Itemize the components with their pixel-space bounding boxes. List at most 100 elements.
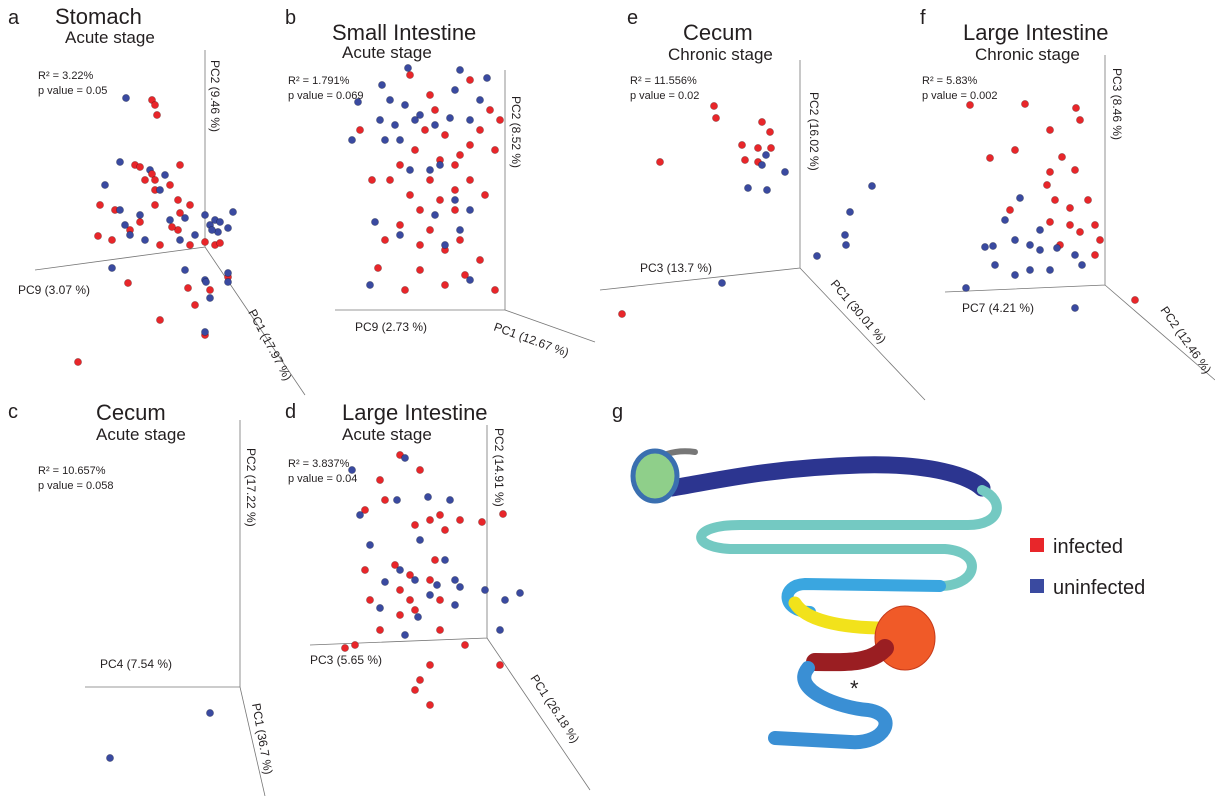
panel-stage: Acute stage [342, 43, 432, 62]
sample-point [191, 231, 198, 238]
sample-point [718, 279, 725, 286]
sample-point [436, 161, 443, 168]
sample-point [416, 266, 423, 273]
sample-point [466, 276, 473, 283]
sample-point [206, 286, 213, 293]
panel-g: g * infected uninfected [612, 401, 1145, 742]
sample-point [376, 116, 383, 123]
sample-point [436, 626, 443, 633]
sample-point [174, 196, 181, 203]
sample-point [1076, 116, 1083, 123]
sample-point [126, 231, 133, 238]
axis-label: PC1 (17.97 %) [245, 307, 294, 383]
legend-swatch [1030, 579, 1044, 593]
sample-point [476, 256, 483, 263]
panel-title: Large Intestine [963, 20, 1109, 45]
sample-point [151, 101, 158, 108]
sample-point [416, 466, 423, 473]
sample-point [842, 241, 849, 248]
sample-point [136, 211, 143, 218]
panel-title: Cecum [96, 400, 166, 425]
p-value: p value = 0.058 [38, 480, 114, 492]
sample-point [348, 136, 355, 143]
sample-point [94, 232, 101, 239]
sample-point [366, 541, 373, 548]
small-intestine-segment [672, 465, 982, 488]
sample-point [456, 151, 463, 158]
sample-point [404, 64, 411, 71]
sample-point [1046, 126, 1053, 133]
sample-point [1091, 221, 1098, 228]
sample-point [376, 476, 383, 483]
sample-point [1046, 168, 1053, 175]
panel-stage: Acute stage [342, 425, 432, 444]
sample-point [1084, 196, 1091, 203]
p-value: p value = 0.02 [630, 90, 699, 102]
panel-title: Large Intestine [342, 400, 488, 425]
sample-point [116, 158, 123, 165]
sample-point [991, 261, 998, 268]
sample-point [441, 281, 448, 288]
panel-title: Small Intestine [332, 20, 476, 45]
p-value: p value = 0.04 [288, 473, 357, 485]
sample-point [1016, 194, 1023, 201]
sample-point [356, 511, 363, 518]
r-squared: R² = 5.83% [922, 75, 978, 87]
sample-point [496, 661, 503, 668]
sample-point [406, 191, 413, 198]
sample-point [436, 511, 443, 518]
sample-point [371, 218, 378, 225]
sample-point [456, 226, 463, 233]
sample-point [166, 216, 173, 223]
sample-point [74, 358, 81, 365]
axis-label: PC1 (12.67 %) [492, 320, 571, 360]
sample-point [1078, 261, 1085, 268]
sample-point [411, 116, 418, 123]
sample-point [1036, 226, 1043, 233]
sample-point [106, 754, 113, 761]
sample-point [431, 121, 438, 128]
large-intestine-segment [815, 648, 885, 662]
sample-point [416, 676, 423, 683]
sample-point [168, 223, 175, 230]
sample-point [738, 141, 745, 148]
r-squared: R² = 10.657% [38, 465, 106, 477]
sample-point [396, 586, 403, 593]
sample-point [466, 176, 473, 183]
stomach [633, 451, 677, 501]
panel-c: c Cecum Acute stage R² = 10.657% p value… [8, 163, 275, 796]
sample-point [208, 226, 215, 233]
axis-label: PC2 (14.91 %) [492, 428, 506, 507]
sample-point [416, 241, 423, 248]
sample-point [206, 709, 213, 716]
sample-point [366, 596, 373, 603]
sample-point [224, 278, 231, 285]
sample-point [1053, 244, 1060, 251]
sample-point [436, 196, 443, 203]
axis-lines [600, 60, 925, 400]
sample-point [401, 101, 408, 108]
panel-d: d Large Intestine Acute stage R² = 3.837… [285, 400, 590, 790]
sample-point [156, 241, 163, 248]
sample-point [354, 98, 361, 105]
sample-point [499, 510, 506, 517]
sample-point [201, 328, 208, 335]
sample-point [216, 239, 223, 246]
axis-label: PC3 (5.65 %) [310, 653, 382, 667]
axis-label: PC1 (26.18 %) [527, 672, 582, 746]
sample-point [1006, 206, 1013, 213]
sample-point [981, 243, 988, 250]
sample-point [153, 111, 160, 118]
sample-point [1058, 153, 1065, 160]
sample-point [1011, 236, 1018, 243]
sample-point [1096, 236, 1103, 243]
sample-point [121, 221, 128, 228]
sample-point [763, 186, 770, 193]
sample-point [426, 701, 433, 708]
sample-point [516, 589, 523, 596]
sample-point [366, 281, 373, 288]
sample-point [1091, 251, 1098, 258]
sample-point [401, 286, 408, 293]
panel-letter: a [8, 7, 20, 29]
sample-point [1072, 104, 1079, 111]
